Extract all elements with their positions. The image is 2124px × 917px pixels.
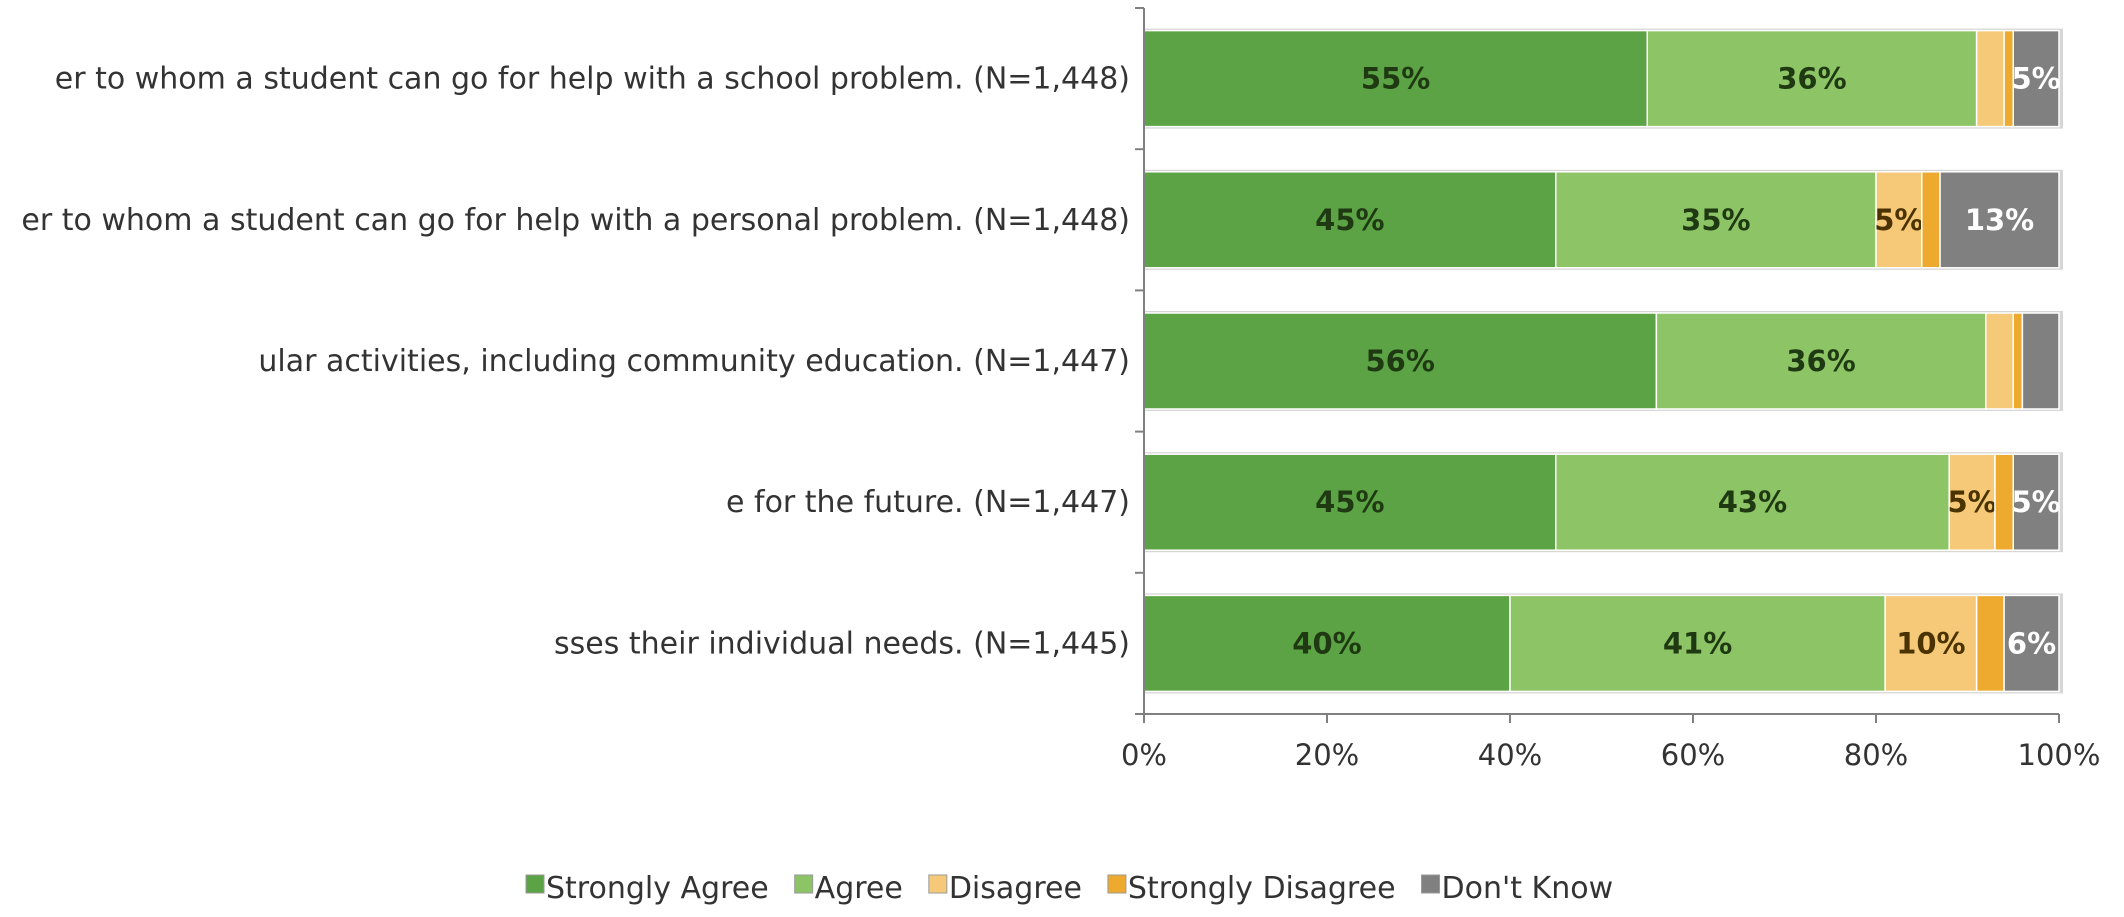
legend-label: Agree xyxy=(815,871,903,906)
legend-swatch xyxy=(525,874,545,894)
category-label: er to whom a student can go for help wit… xyxy=(55,62,1130,97)
data-label: 55% xyxy=(1361,62,1430,96)
x-tick-label: 100% xyxy=(2018,738,2101,772)
legend: Strongly Agree Agree Disagree Strongly Disa… xyxy=(525,871,1614,906)
bar-segment xyxy=(1555,453,1950,551)
bar-segment xyxy=(2012,29,2060,128)
bar-segment xyxy=(1555,171,1877,269)
legend-swatch xyxy=(1107,874,1127,894)
legend-label: Strongly Disagree xyxy=(1128,871,1396,906)
bar-segment xyxy=(1921,171,1941,269)
category-labels: er to whom a student can go for help wit… xyxy=(21,62,1130,662)
data-label: 5% xyxy=(1874,203,1923,237)
legend-swatch xyxy=(1421,874,1441,894)
bar-segment xyxy=(2012,312,2024,410)
data-label: 35% xyxy=(1681,203,1750,237)
bar-segment xyxy=(2021,312,2060,410)
bar-segment xyxy=(1884,594,1978,693)
data-label: 6% xyxy=(2007,626,2056,660)
bar-segment xyxy=(2003,594,2060,693)
category-label: sses their individual needs. (N=1,445) xyxy=(554,626,1130,661)
bar-segment xyxy=(1994,453,2014,551)
legend-label: Strongly Agree xyxy=(546,871,769,906)
x-tick-label: 20% xyxy=(1295,738,1359,772)
legend-label: Don't Know xyxy=(1442,871,1614,906)
legend-swatch xyxy=(928,874,948,894)
legend-label: Disagree xyxy=(949,871,1082,906)
data-label: 13% xyxy=(1965,203,2034,237)
bar-segment xyxy=(1975,29,2005,128)
bar-segment xyxy=(1939,171,2060,269)
bar-segment xyxy=(1975,594,2005,693)
axes: 0% 20% 40% 60% 80% 100% xyxy=(1121,7,2101,772)
data-label: 5% xyxy=(1947,485,1996,519)
bar-segment xyxy=(1143,312,1658,410)
bar-segment xyxy=(2012,453,2060,551)
bar-segment xyxy=(1655,312,1987,410)
data-label: 41% xyxy=(1663,626,1732,660)
data-label: 5% xyxy=(2012,62,2061,96)
data-label: 10% xyxy=(1896,626,1965,660)
x-tick-label: 0% xyxy=(1121,738,1167,772)
bar-segment xyxy=(1143,594,1511,693)
data-label: 43% xyxy=(1718,485,1787,519)
data-label: 36% xyxy=(1786,344,1855,378)
data-label: 45% xyxy=(1315,203,1384,237)
data-label: 45% xyxy=(1315,485,1384,519)
x-tick-label: 60% xyxy=(1661,738,1725,772)
category-label: er to whom a student can go for help wit… xyxy=(21,203,1130,238)
bar-segment xyxy=(1646,29,1978,128)
bar-segment xyxy=(1509,594,1886,693)
bar-segment xyxy=(1143,171,1557,269)
x-tick-label: 40% xyxy=(1478,738,1542,772)
category-label: ular activities, including community edu… xyxy=(258,344,1130,379)
data-label: 56% xyxy=(1365,344,1434,378)
category-label: e for the future. (N=1,447) xyxy=(726,485,1130,520)
legend-swatch xyxy=(794,874,814,894)
bar-segment xyxy=(1875,171,1923,269)
data-label: 40% xyxy=(1292,626,1361,660)
data-label: 5% xyxy=(2012,485,2061,519)
bars: 55% 36% 5% 45% 35% 5% 13% 56% 36% 45% 43% 5% 5% 40% 41… xyxy=(1143,28,2063,694)
bar-segment xyxy=(1143,29,1648,128)
x-tick-label: 80% xyxy=(1844,738,1908,772)
data-label: 36% xyxy=(1777,62,1846,96)
bar-segment xyxy=(1985,312,2015,410)
